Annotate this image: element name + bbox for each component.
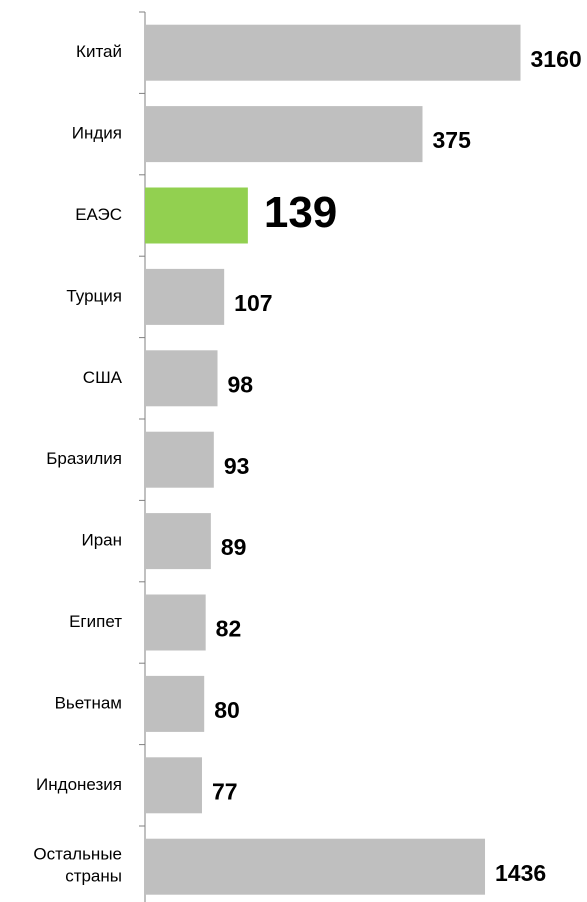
value-label: 77 xyxy=(212,778,238,804)
category-label: Турция xyxy=(66,286,122,305)
value-label: 1436 xyxy=(495,860,546,886)
bar xyxy=(145,513,211,570)
value-label: 107 xyxy=(234,290,272,316)
category-label: Бразилия xyxy=(46,449,122,468)
category-label: Вьетнам xyxy=(55,693,122,712)
value-label: 3160 xyxy=(531,46,582,72)
category-label: ЕАЭС xyxy=(75,205,122,224)
category-label: США xyxy=(83,368,123,387)
value-label: 89 xyxy=(221,534,247,560)
value-label: 82 xyxy=(216,616,242,642)
category-label: Египет xyxy=(69,612,122,631)
bar xyxy=(145,24,521,81)
value-label: 93 xyxy=(224,453,250,479)
value-label: 139 xyxy=(264,188,337,237)
category-label: Индия xyxy=(72,124,122,143)
bar xyxy=(145,106,423,163)
category-label: Иран xyxy=(81,531,122,550)
bar xyxy=(145,187,248,244)
category-label: Китай xyxy=(76,42,122,61)
bar xyxy=(145,838,486,895)
category-label: Индонезия xyxy=(36,775,122,794)
value-label: 375 xyxy=(433,127,472,153)
bar xyxy=(145,431,214,488)
value-label: 80 xyxy=(214,697,240,723)
value-label: 98 xyxy=(228,371,254,397)
bar xyxy=(145,350,218,407)
category-label: Остальные страны xyxy=(33,845,122,886)
bar xyxy=(145,757,202,814)
category-label-line: Остальные xyxy=(33,845,122,864)
category-label-line: страны xyxy=(65,867,122,886)
bar xyxy=(145,268,225,325)
bar xyxy=(145,594,206,651)
bar xyxy=(145,675,205,732)
